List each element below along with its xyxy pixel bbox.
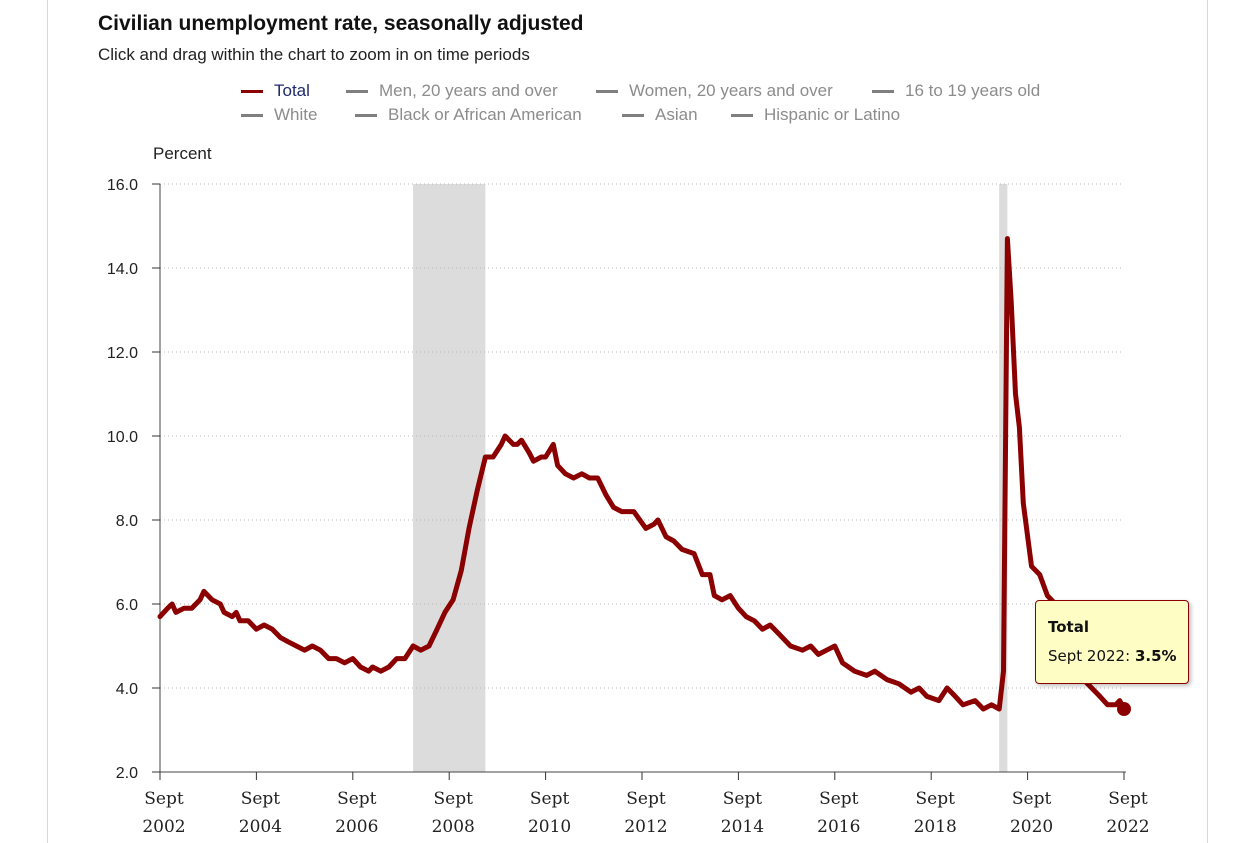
tooltip-value: 3.5% [1134,647,1177,665]
legend-label: 16 to 19 years old [905,81,1041,100]
legend-item-total[interactable]: Total [241,81,310,101]
y-axis-title: Percent [153,144,212,163]
x-tick-label-year: 2018 [914,817,957,837]
legend-label: White [274,105,318,124]
x-tick-label-month: Sept [241,789,281,809]
x-tick-label-year: 2004 [239,817,282,837]
right-frame-border [1207,0,1208,843]
tooltip-series-name: Total [1048,618,1089,636]
y-tick-label: 12.0 [107,345,138,362]
x-tick-label-month: Sept [1108,789,1148,809]
y-tick-label: 2.0 [116,765,138,782]
x-tick-label-year: 2014 [721,817,764,837]
legend-swatch [622,113,644,117]
chart-subtitle: Click and drag within the chart to zoom … [98,45,530,64]
data-tooltip: Total Sept 2022: 3.5% [1035,600,1189,684]
x-tick-label-year: 2022 [1106,817,1149,837]
legend-swatch [731,113,753,117]
x-tick-label-year: 2020 [1010,817,1053,837]
x-tick-label-month: Sept [626,789,666,809]
x-tick-label-year: 2012 [624,817,667,837]
legend-label: Total [274,81,310,100]
series-line-total [157,236,1127,712]
x-tick-label-year: 2008 [432,817,475,837]
left-frame-border [47,0,48,843]
recession-band [413,184,486,772]
y-tick-label: 8.0 [116,513,138,530]
x-tick-label-year: 2006 [335,817,378,837]
x-tick-label-month: Sept [144,789,184,809]
x-tick-label-month: Sept [1012,789,1052,809]
legend-swatch [346,89,368,93]
x-tick-label-month: Sept [530,789,570,809]
legend-swatch [355,113,377,117]
legend-item-men[interactable]: Men, 20 years and over [346,81,558,101]
x-tick-label-year: 2016 [817,817,860,837]
legend-label: Black or African American [388,105,582,124]
y-tick-label: 6.0 [116,597,138,614]
legend-label: Hispanic or Latino [764,105,901,124]
tooltip-value-line: Sept 2022: 3.5% [1048,647,1177,665]
legend-item-hispanic[interactable]: Hispanic or Latino [731,105,900,125]
x-tick-label-month: Sept [433,789,473,809]
legend-swatch [596,89,618,93]
legend-label: Asian [655,105,698,124]
x-tick-label-month: Sept [337,789,377,809]
y-tick-label: 4.0 [116,681,138,698]
legend-label: Women, 20 years and over [629,81,833,100]
x-tick-label-year: 2002 [142,817,185,837]
legend-swatch [241,89,263,93]
legend-swatch [241,113,263,117]
legend-swatch [872,89,894,93]
tooltip-date: Sept 2022: [1048,647,1131,665]
y-tick-label: 14.0 [107,261,138,278]
highlight-point [1117,702,1131,716]
x-tick-label-month: Sept [915,789,955,809]
y-tick-label: 10.0 [107,429,138,446]
x-tick-label-month: Sept [723,789,763,809]
x-tick-label-year: 2010 [528,817,571,837]
y-tick-label: 16.0 [107,177,138,194]
legend-item-white[interactable]: White [241,105,317,125]
legend-item-asian[interactable]: Asian [622,105,698,125]
legend-item-teens[interactable]: 16 to 19 years old [872,81,1040,101]
chart-title: Civilian unemployment rate, seasonally a… [98,12,584,35]
legend-label: Men, 20 years and over [379,81,558,100]
legend-item-black[interactable]: Black or African American [355,105,582,125]
legend-item-women[interactable]: Women, 20 years and over [596,81,833,101]
x-tick-label-month: Sept [819,789,859,809]
